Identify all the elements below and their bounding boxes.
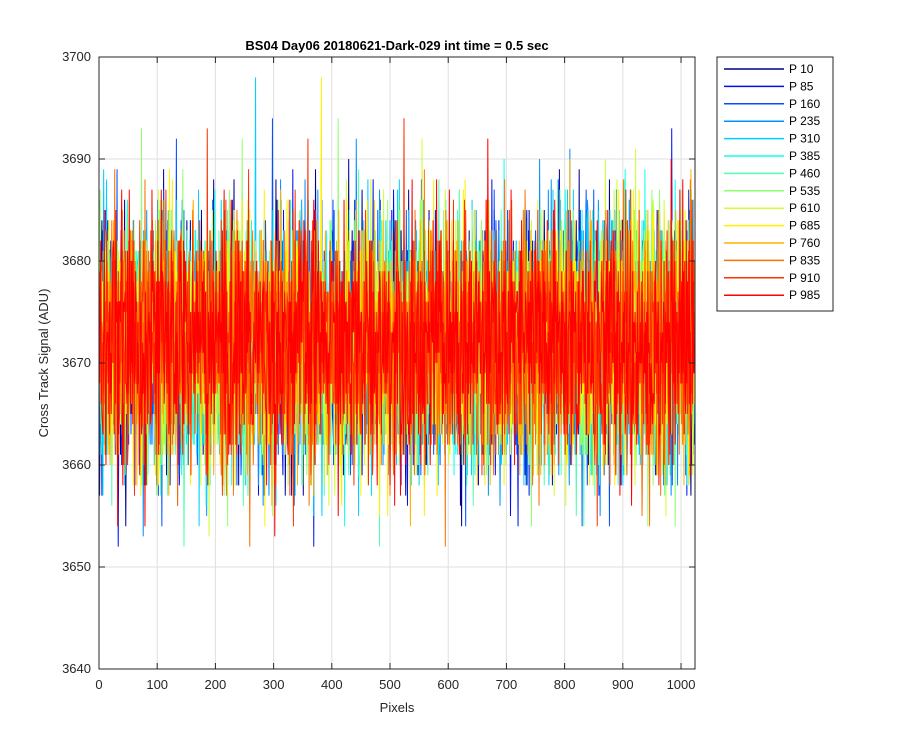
series-line-12 <box>99 169 695 547</box>
x-tick-label: 400 <box>321 677 343 692</box>
legend-entry: P 85 <box>789 79 814 93</box>
x-tick-label: 1000 <box>667 677 696 692</box>
y-tick-label: 3650 <box>62 559 91 574</box>
x-axis-label: Pixels <box>380 700 415 715</box>
x-tick-label: 900 <box>612 677 634 692</box>
legend-entry: P 685 <box>789 219 820 233</box>
x-tick-label: 0 <box>95 677 102 692</box>
x-tick-label: 500 <box>379 677 401 692</box>
x-tick-label: 700 <box>496 677 518 692</box>
legend-entry: P 535 <box>789 184 820 198</box>
legend-entry: P 160 <box>789 97 820 111</box>
legend-entry: P 235 <box>789 114 820 128</box>
legend: P 10 P 85 P 160 P 235 P 310 P 385 P 460 P 535 P … <box>716 56 834 312</box>
legend-entry: P 385 <box>789 149 820 163</box>
legend-entry: P 835 <box>789 253 820 267</box>
legend-entry: P 760 <box>789 236 820 250</box>
y-tick-label: 3690 <box>62 151 91 166</box>
legend-entry: P 610 <box>789 201 820 215</box>
y-axis-ticks: 3640 3650 3660 3670 3680 3690 3700 <box>62 49 695 676</box>
y-tick-label: 3670 <box>62 355 91 370</box>
y-tick-label: 3640 <box>62 661 91 676</box>
series-lines <box>99 77 695 547</box>
chart-title: BS04 Day06 20180621-Dark-029 int time = … <box>245 38 548 53</box>
x-tick-label: 100 <box>146 677 168 692</box>
y-axis-label: Cross Track Signal (ADU) <box>36 289 51 438</box>
y-tick-label: 3700 <box>62 49 91 64</box>
series-line-14 <box>99 138 695 537</box>
legend-entry: P 985 <box>789 288 820 302</box>
x-tick-label: 800 <box>554 677 576 692</box>
y-tick-label: 3660 <box>62 457 91 472</box>
legend-entry: P 910 <box>789 271 820 285</box>
y-tick-label: 3680 <box>62 253 91 268</box>
x-tick-label: 600 <box>437 677 459 692</box>
legend-box <box>716 56 834 312</box>
x-axis-ticks: 0 100 200 300 400 500 600 700 800 900 1000 <box>95 57 695 692</box>
x-tick-label: 300 <box>263 677 285 692</box>
legend-entry: P 460 <box>789 166 820 180</box>
legend-entry: P 10 <box>789 62 814 76</box>
x-tick-label: 200 <box>205 677 227 692</box>
legend-entry: P 310 <box>789 132 820 146</box>
